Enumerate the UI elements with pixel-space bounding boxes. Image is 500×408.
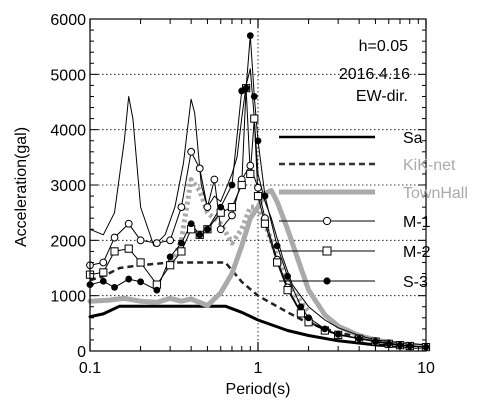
point-s-3: [250, 93, 258, 100]
legend-marker-m1: [322, 216, 332, 226]
point-m-2: [136, 258, 145, 267]
point-m-2: [250, 114, 259, 123]
x-tick-label: 1: [254, 360, 263, 377]
series-line-sa: [88, 304, 428, 350]
point-m-2: [166, 261, 175, 270]
point-m-2: [260, 219, 270, 228]
series-line-m-1: [89, 151, 427, 348]
annotation-damping: h=0.05: [359, 38, 408, 55]
point-m-2: [273, 258, 282, 267]
point-s-3: [187, 220, 195, 228]
legend-label-m2: M-2: [403, 244, 431, 261]
x-tick-label: 10: [417, 360, 435, 377]
point-m-1: [166, 236, 175, 245]
legend-label-m1: M-1: [403, 214, 431, 231]
legend-item-sa: Sa: [279, 130, 423, 147]
point-s-3: [242, 84, 250, 92]
legend-item-kiknet: KiK-net: [279, 157, 456, 174]
point-m-1: [177, 203, 186, 212]
point-s-3: [385, 340, 393, 348]
point-s-3: [372, 338, 379, 345]
point-m-1: [246, 161, 255, 170]
annotation-direction: EW-dir.: [356, 88, 408, 105]
legend: Sa KiK-net TownHall M-1 M-2 S-3: [279, 130, 468, 291]
legend-label-s3: S-3: [403, 274, 428, 291]
point-s-3: [246, 32, 254, 39]
point-m-2: [246, 169, 255, 179]
point-m-1: [110, 233, 119, 242]
axis-ticks: 0.1 1 10 0 1000 2000 3000 4000 5000 6000: [50, 12, 435, 377]
point-s-3: [284, 272, 291, 280]
point-m-2: [237, 180, 246, 190]
y-tick-label: 2000: [50, 233, 86, 250]
x-tick-label: 0.1: [79, 360, 101, 377]
point-s-3: [261, 192, 269, 200]
point-m-1: [99, 258, 108, 267]
legend-item-s3: S-3: [279, 274, 428, 291]
point-m-2: [177, 247, 186, 256]
point-s-3: [111, 283, 118, 291]
legend-marker-m2: [322, 246, 332, 256]
point-m-2: [99, 268, 108, 277]
annotation-date: 2016.4.16: [339, 66, 410, 83]
legend-label-townhall: TownHall: [403, 185, 468, 202]
point-m-2: [110, 247, 119, 256]
point-m-1: [187, 147, 196, 156]
point-m-2: [296, 309, 305, 318]
point-s-3: [334, 331, 342, 338]
point-m-1: [228, 211, 236, 220]
series-line-townhall: [87, 188, 429, 350]
point-s-3: [228, 181, 236, 189]
point-s-3: [396, 341, 404, 349]
point-m-1: [124, 219, 133, 228]
point-m-1: [136, 236, 145, 245]
point-s-3: [254, 137, 262, 145]
y-tick-label: 0: [77, 344, 86, 361]
point-s-3: [196, 231, 204, 239]
point-s-3: [321, 325, 329, 333]
point-s-3: [297, 303, 305, 311]
legend-label-kiknet: KiK-net: [403, 157, 456, 174]
point-m-2: [283, 286, 292, 295]
point-m-1: [152, 239, 161, 248]
y-tick-label: 1000: [50, 289, 86, 306]
legend-marker-s3: [323, 277, 331, 285]
point-m-2: [253, 191, 263, 201]
point-s-3: [99, 277, 107, 285]
point-m-1: [203, 203, 212, 212]
y-tick-label: 6000: [50, 12, 86, 29]
legend-item-m2: M-2: [279, 244, 431, 261]
point-m-2: [124, 244, 133, 253]
point-s-3: [166, 253, 174, 261]
point-s-3: [217, 203, 225, 211]
point-s-3: [178, 239, 185, 247]
y-tick-label: 5000: [50, 67, 86, 84]
x-axis-title: Period(s): [226, 381, 291, 398]
point-s-3: [305, 314, 312, 322]
point-s-3: [125, 275, 133, 283]
point-m-1: [195, 164, 204, 173]
point-s-3: [137, 278, 144, 286]
y-axis-title: Acceleration(gal): [13, 127, 30, 247]
series-line-kik-net: [89, 261, 427, 347]
point-m-1: [210, 175, 219, 184]
legend-label-sa: Sa: [403, 130, 423, 147]
point-m-1: [254, 183, 262, 192]
point-m-1: [216, 225, 225, 234]
series-line-observed-thin: [89, 68, 427, 346]
legend-item-m1: M-1: [279, 214, 431, 231]
point-m-2: [227, 203, 237, 212]
y-tick-label: 4000: [50, 123, 86, 140]
point-s-3: [355, 335, 363, 343]
y-tick-label: 3000: [50, 178, 86, 195]
legend-item-townhall: TownHall: [279, 185, 468, 202]
point-s-3: [153, 286, 161, 294]
point-s-3: [273, 242, 281, 250]
point-s-3: [204, 225, 211, 233]
